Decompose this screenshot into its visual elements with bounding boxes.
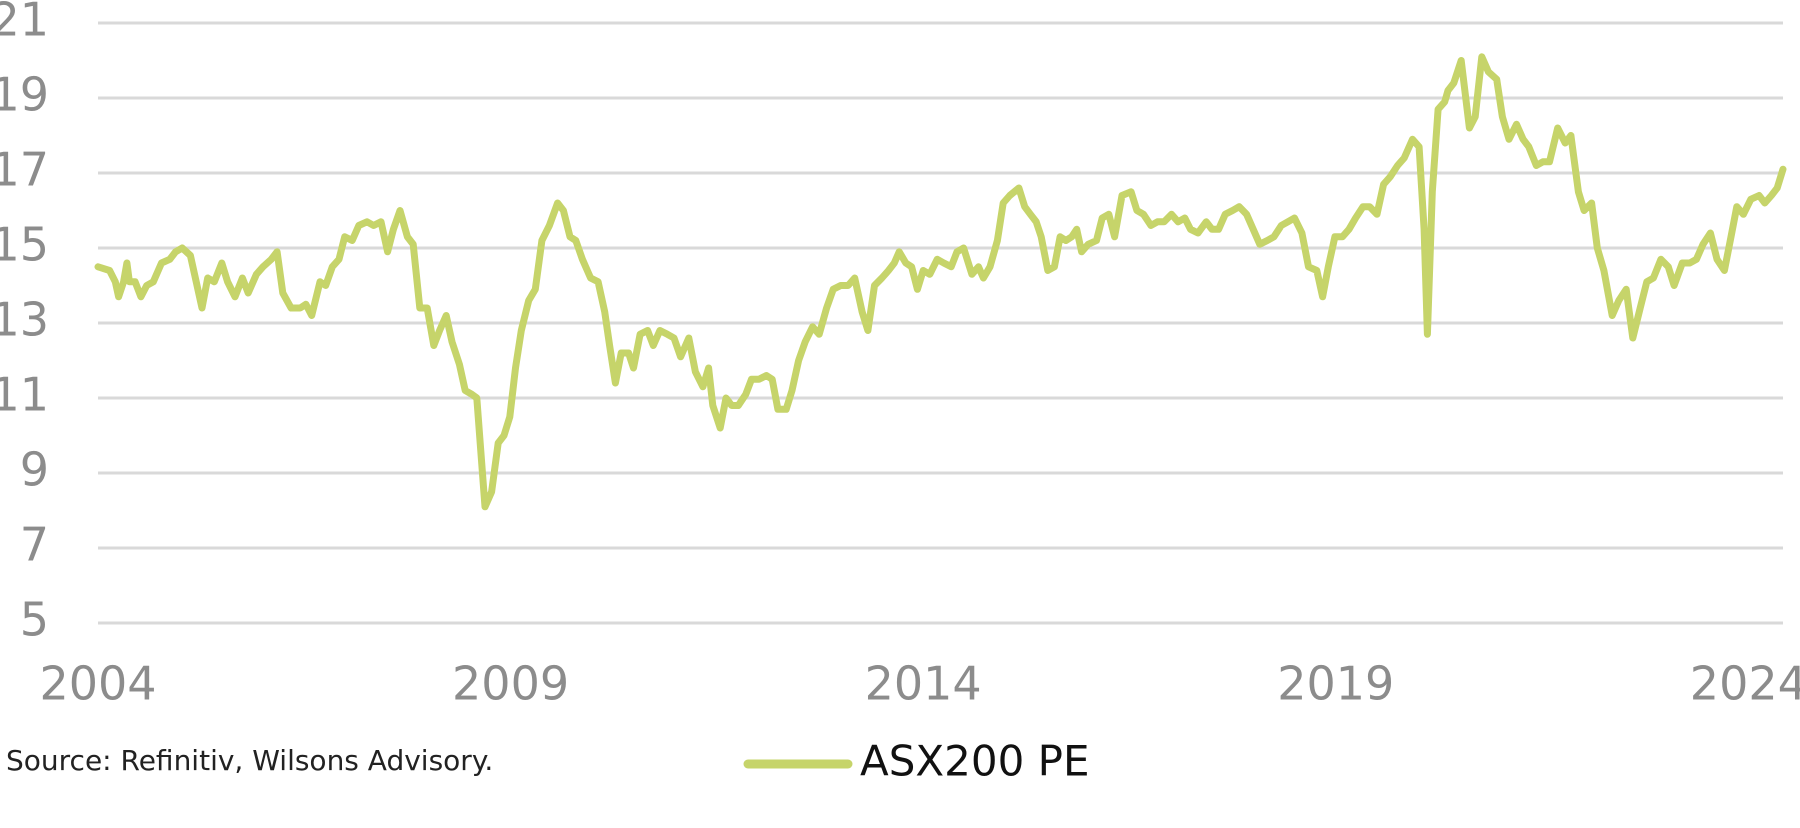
y-tick-label: 13 <box>0 293 49 347</box>
source-note: Source: Refinitiv, Wilsons Advisory. <box>6 744 493 777</box>
y-tick-label: 21 <box>0 0 49 47</box>
data-line <box>94 53 1787 511</box>
y-tick-label: 7 <box>20 518 49 572</box>
y-tick-label: 15 <box>0 218 49 272</box>
x-tick-label: 2024 <box>1690 657 1800 711</box>
y-tick-label: 5 <box>20 593 49 647</box>
x-tick-label: 2009 <box>452 657 569 711</box>
x-tick-label: 2019 <box>1277 657 1394 711</box>
y-tick-label: 17 <box>0 143 49 197</box>
legend-label: ASX200 PE <box>860 737 1090 786</box>
x-tick-label: 2004 <box>39 657 156 711</box>
x-tick-label: 2014 <box>865 657 982 711</box>
y-tick-label: 9 <box>20 443 49 497</box>
y-tick-label: 11 <box>0 368 49 422</box>
y-tick-label: 19 <box>0 68 49 122</box>
